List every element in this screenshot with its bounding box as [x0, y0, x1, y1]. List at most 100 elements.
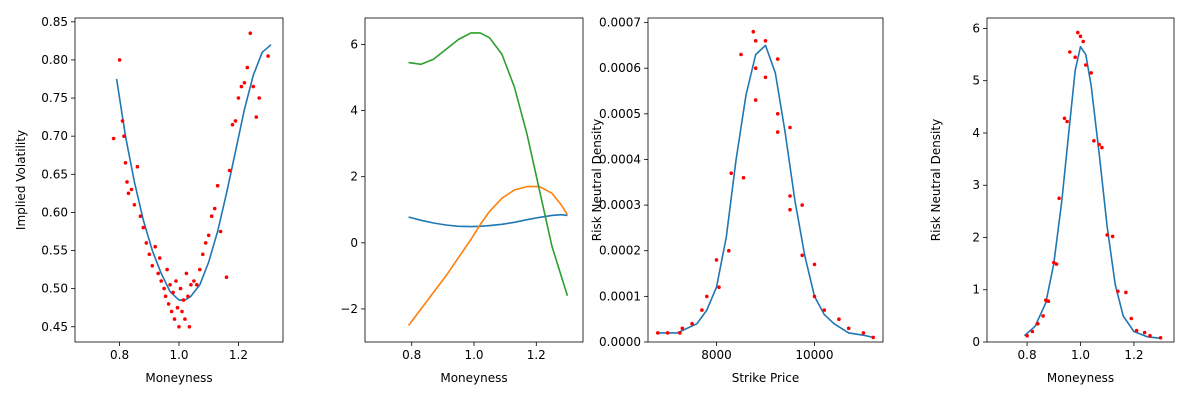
data-point: [174, 279, 178, 283]
data-point: [861, 331, 866, 335]
data-point: [177, 325, 181, 329]
data-point: [187, 325, 192, 329]
data-point: [251, 84, 256, 89]
x-tick-label: 1.0: [169, 348, 188, 362]
data-point: [198, 267, 202, 272]
data-point: [775, 112, 780, 116]
y-tick-label: 0.0001: [599, 289, 641, 303]
data-point: [1078, 34, 1083, 39]
subplot-2: 0.8 1.0 1.2 −2 0 2 4 6 Moneyness: [340, 17, 584, 385]
subplot-1: 0.8 1.0 1.2 0.45 0.50 0.55 0.60 0.65 0.70 0.75 0.8…: [14, 15, 284, 385]
y-tick-label: 2: [350, 170, 358, 184]
data-point: [147, 252, 152, 257]
data-point: [184, 271, 189, 276]
data-point: [163, 294, 168, 299]
x-axis-label: Moneyness: [1047, 371, 1114, 385]
data-point: [788, 207, 792, 212]
data-point: [1089, 71, 1093, 75]
data-point: [159, 279, 163, 283]
y-axis-label: Risk Neutral Density: [929, 119, 943, 241]
data-point: [166, 302, 171, 306]
x-tick-label: 1.2: [1124, 348, 1143, 362]
y-tick-label: 0.0007: [599, 16, 641, 30]
x-tick-label: 1.2: [229, 348, 248, 362]
data-point: [1073, 55, 1077, 59]
data-point: [125, 180, 129, 184]
data-point: [195, 283, 199, 287]
data-point: [172, 317, 177, 321]
data-point: [812, 294, 817, 299]
data-point: [178, 286, 183, 291]
data-point: [1100, 145, 1104, 150]
data-point: [1116, 289, 1120, 294]
series-line-1: [408, 213, 568, 228]
data-point: [665, 331, 670, 335]
data-point: [254, 115, 259, 119]
data-point: [812, 262, 817, 267]
data-point: [245, 65, 250, 70]
data-point: [1052, 260, 1056, 265]
data-point: [117, 58, 122, 62]
x-tick-label: 0.8: [402, 348, 421, 362]
x-tick-label: 0.8: [1018, 348, 1037, 362]
axes-frame: [986, 17, 1175, 343]
data-point: [215, 183, 220, 188]
fit-line: [1023, 45, 1161, 340]
data-point: [153, 244, 157, 249]
data-point: [753, 98, 758, 102]
data-point: [751, 29, 756, 34]
y-tick-label: 3: [972, 178, 980, 192]
data-point: [1054, 262, 1059, 266]
x-tick-label: 1.2: [527, 348, 546, 362]
data-point: [171, 290, 175, 295]
data-point: [705, 294, 709, 299]
data-point: [1158, 336, 1163, 340]
fit-line: [115, 44, 272, 301]
data-point: [775, 130, 780, 134]
data-point: [714, 258, 719, 262]
data-point: [111, 136, 116, 141]
data-point: [763, 39, 768, 43]
axes-frame: [364, 17, 584, 343]
data-point: [741, 175, 746, 180]
data-point: [1081, 39, 1085, 44]
data-point: [1110, 234, 1115, 239]
data-point: [1076, 30, 1080, 35]
data-point: [192, 279, 196, 283]
data-point: [1129, 316, 1134, 321]
data-point: [800, 253, 804, 258]
y-tick-label: 0.55: [41, 244, 68, 258]
data-point: [183, 317, 187, 321]
data-point: [1142, 330, 1147, 335]
plot-area: [656, 29, 875, 340]
data-point: [203, 241, 208, 245]
y-tick-label: 0.85: [41, 15, 68, 29]
y-tick-label: 0.70: [41, 129, 68, 143]
data-point: [656, 331, 660, 335]
y-tick-label: 6: [972, 21, 980, 35]
data-point: [157, 256, 162, 260]
y-tick-label: 0.0006: [599, 61, 641, 75]
data-point: [180, 309, 184, 314]
data-point: [126, 191, 131, 196]
x-tick-label: 0.8: [110, 348, 129, 362]
data-point: [135, 164, 140, 169]
y-tick-label: 2: [972, 230, 980, 244]
y-tick-label: −2: [340, 302, 358, 316]
data-point: [822, 308, 827, 312]
data-point: [800, 203, 804, 207]
data-point: [233, 119, 238, 123]
data-point: [230, 122, 235, 127]
data-point: [1057, 196, 1061, 201]
data-point: [189, 283, 193, 287]
y-axis-label: Risk Neutral Density: [590, 119, 604, 241]
data-point: [165, 267, 169, 272]
data-point: [700, 308, 704, 312]
data-point: [162, 286, 166, 291]
data-point: [1084, 63, 1088, 67]
axes-frame: [74, 17, 284, 343]
data-point: [218, 229, 223, 234]
data-point: [150, 264, 155, 268]
plot-area: [111, 31, 272, 329]
